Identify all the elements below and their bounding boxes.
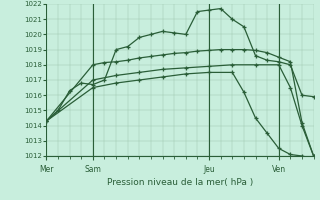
X-axis label: Pression niveau de la mer( hPa ): Pression niveau de la mer( hPa ) xyxy=(107,178,253,187)
